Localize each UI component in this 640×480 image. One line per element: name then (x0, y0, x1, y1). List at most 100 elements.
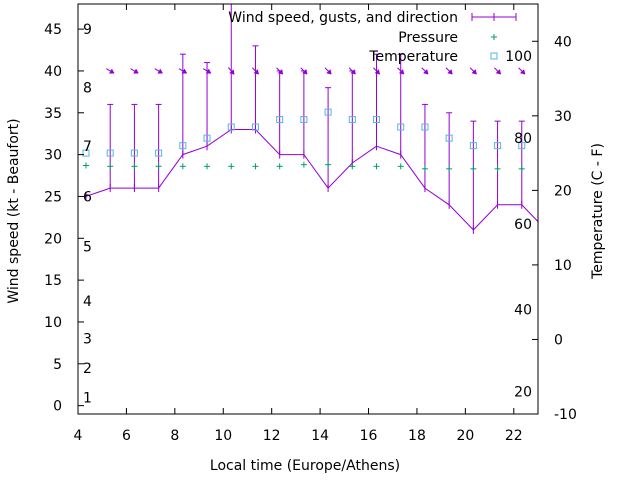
pressure-point (300, 161, 307, 168)
wind-direction-arrowhead (133, 68, 139, 74)
pressure-point (373, 163, 380, 170)
plot-frame (77, 3, 539, 415)
pressure-point (397, 163, 404, 170)
y-left-tick-label: 5 (53, 357, 62, 373)
wind-direction-arrowhead (205, 68, 212, 74)
temperature-point (106, 149, 114, 157)
x-tick-label: 12 (263, 428, 281, 444)
beaufort-label: 4 (83, 294, 92, 310)
wind-direction-arrowhead (471, 69, 477, 75)
pressure-point (494, 165, 501, 172)
temperature-point (421, 123, 429, 131)
pressure-point (204, 163, 211, 170)
temperature-point (130, 149, 138, 157)
pressure-point (131, 163, 138, 170)
y-left-tick-label: 30 (44, 148, 62, 164)
pressure-point (155, 163, 162, 170)
y-left-tick-label: 35 (44, 106, 62, 122)
y-left-tick-label: 0 (53, 399, 62, 415)
wind-direction-arrowhead (519, 69, 526, 75)
wind-direction-arrowhead (108, 68, 115, 74)
temperature-point (518, 142, 526, 150)
beaufort-label: 6 (83, 189, 92, 205)
pressure-point (325, 161, 332, 168)
wind-direction-arrowhead (374, 69, 381, 75)
x-tick-label: 8 (170, 428, 179, 444)
temperature-point (276, 116, 284, 124)
legend: Wind speed, gusts, and direction Pressur… (228, 10, 517, 65)
temperature-point (82, 149, 90, 157)
legend-temperature-marker (490, 52, 498, 60)
y-left-axis-label: Wind speed (kt - Beaufort) (6, 118, 22, 303)
temperature-point (203, 134, 211, 142)
beaufort-label: 2 (83, 361, 92, 377)
y-right-tick-label: 40 (554, 34, 572, 50)
fahrenheit-label: 20 (514, 385, 532, 401)
y-right-tick-label: -10 (554, 407, 577, 423)
x-tick-label: 20 (456, 428, 474, 444)
temperature-series (82, 108, 526, 157)
y-left-tick-label: 40 (44, 64, 62, 80)
y-left-tick-label: 10 (44, 315, 62, 331)
pressure-point (518, 165, 525, 172)
wind-direction-arrowhead (253, 69, 259, 75)
y-right-tick-label: 20 (554, 183, 572, 199)
temperature-point (348, 116, 356, 124)
x-tick-label: 10 (214, 428, 232, 444)
pressure-point (107, 163, 114, 170)
axes: 4 6 8 10 12 14 16 18 20 22051015202530354045-1001… (44, 3, 577, 444)
wind-speed-line (85, 129, 539, 231)
y-left-tick-label: 25 (44, 189, 62, 205)
x-axis-label: Local time (Europe/Athens) (210, 458, 400, 474)
pressure-point (470, 165, 477, 172)
wind-direction-arrowhead (181, 68, 188, 74)
y-right-axis-label: Temperature (C - F) (590, 143, 606, 280)
x-tick-label: 4 (74, 428, 83, 444)
temperature-point (373, 116, 381, 124)
x-tick-label: 14 (311, 428, 329, 444)
temperature-point (494, 142, 502, 150)
fahrenheit-label: 100 (505, 49, 532, 65)
x-tick-label: 18 (408, 428, 426, 444)
y-right-tick-label: 30 (554, 109, 572, 125)
y-left-tick-label: 45 (44, 22, 62, 38)
x-tick-label: 6 (122, 428, 131, 444)
wind-direction-arrowhead (423, 69, 429, 75)
wind-direction-arrowhead (350, 69, 356, 75)
wind-direction-arrowhead (398, 69, 405, 75)
pressure-point (252, 163, 259, 170)
fahrenheit-label: 60 (514, 217, 532, 233)
wind-direction-arrowhead (277, 69, 284, 75)
temperature-point (397, 123, 405, 131)
fahrenheit-label: 80 (514, 131, 532, 147)
temperature-point (155, 149, 163, 157)
wind-direction-arrowhead (229, 69, 235, 75)
temperature-point (469, 142, 477, 150)
pressure-point (349, 163, 356, 170)
wind-direction-arrowhead (157, 68, 163, 74)
pressure-point (228, 163, 235, 170)
beaufort-label: 5 (83, 240, 92, 256)
temperature-point (179, 142, 187, 150)
beaufort-label: 8 (83, 81, 92, 97)
wind-series (85, 3, 539, 234)
y-left-tick-label: 20 (44, 231, 62, 247)
beaufort-label: 3 (83, 332, 92, 348)
legend-pressure-marker (491, 34, 497, 40)
legend-wind-label: Wind speed, gusts, and direction (228, 10, 458, 26)
pressure-point (82, 162, 89, 169)
pressure-point (276, 163, 283, 170)
y-right-tick-label: 10 (554, 258, 572, 274)
beaufort-label: 1 (83, 390, 92, 406)
legend-pressure-label: Pressure (398, 30, 458, 46)
temperature-point (251, 123, 259, 131)
wind-direction-arrowhead (301, 69, 308, 75)
pressure-point (421, 165, 428, 172)
temperature-point (227, 123, 235, 131)
beaufort-label: 9 (83, 22, 92, 38)
wind-direction-arrowhead (447, 69, 453, 75)
temperature-point (324, 108, 332, 116)
x-tick-label: 16 (360, 428, 378, 444)
temperature-point (445, 134, 453, 142)
